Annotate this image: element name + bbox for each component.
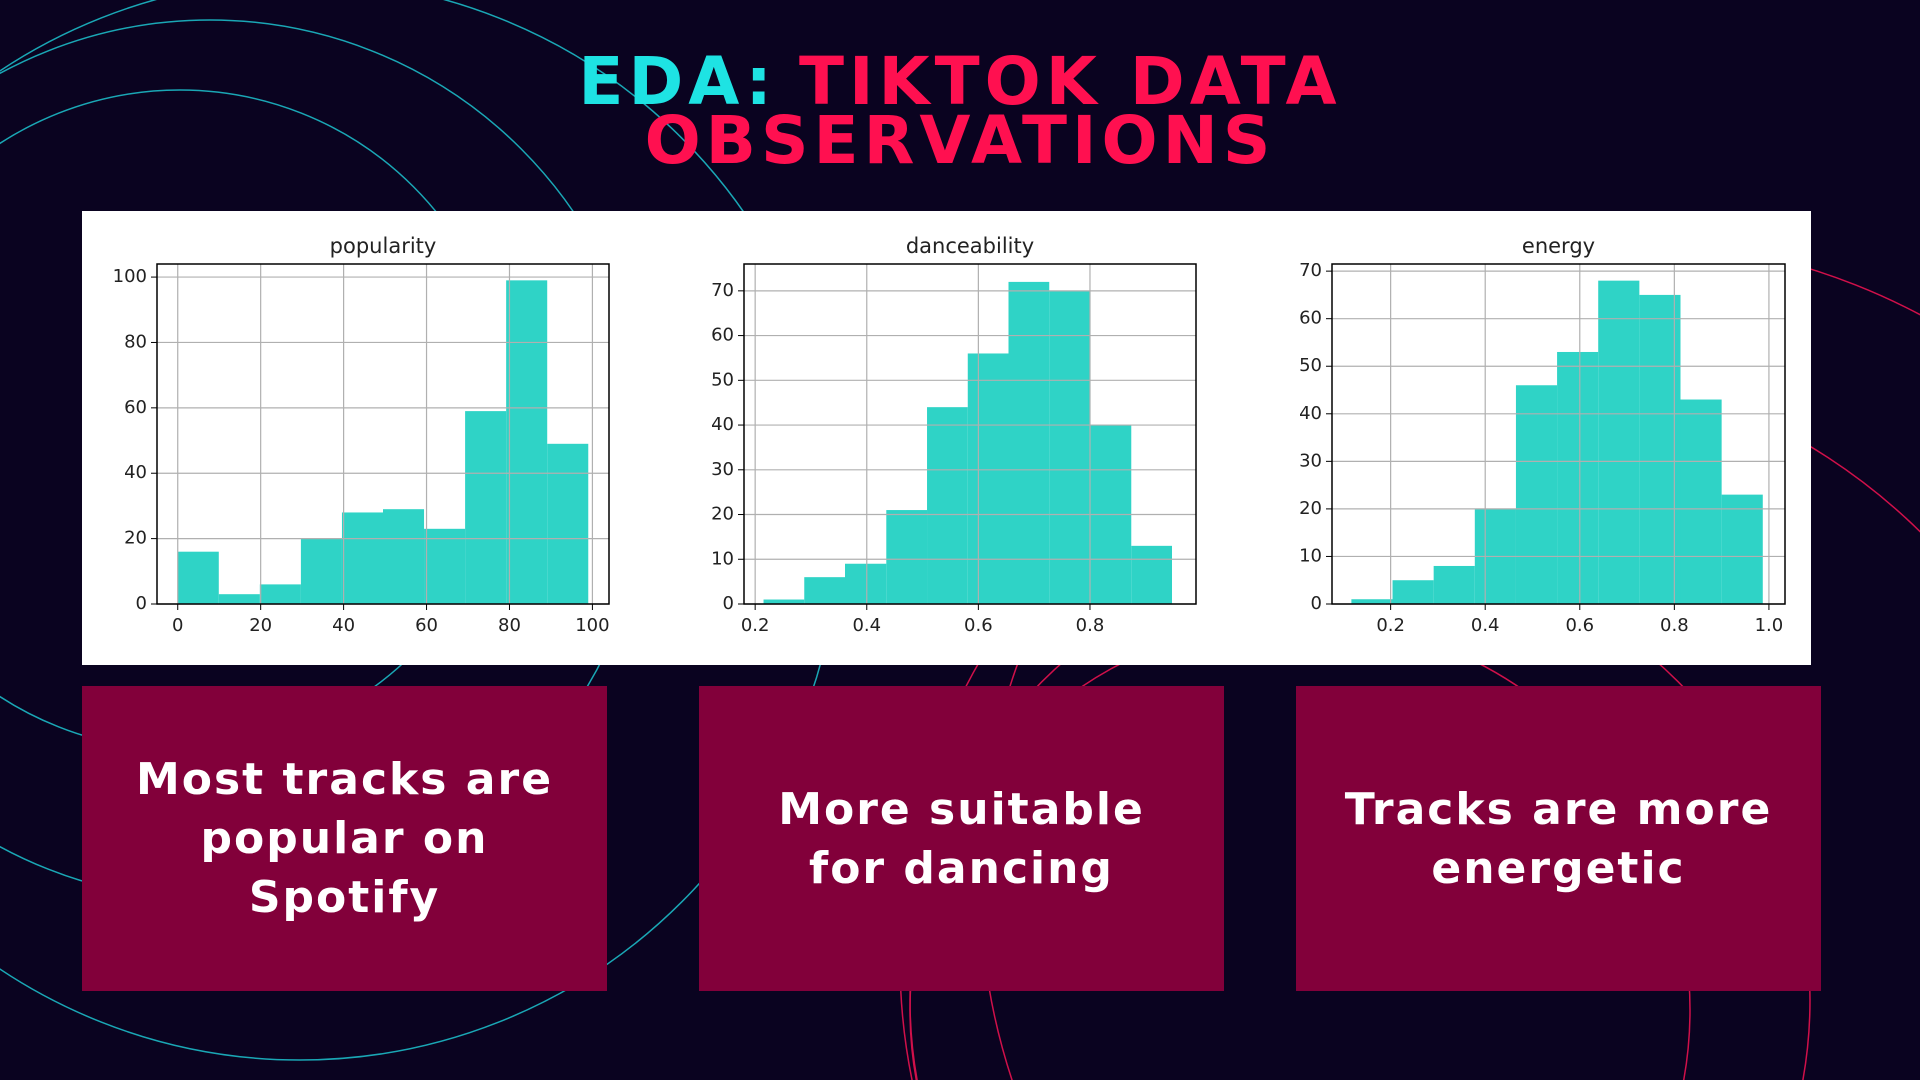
x-tick-label: 60 xyxy=(415,615,438,636)
y-tick-label: 70 xyxy=(711,280,734,301)
y-tick-label: 20 xyxy=(711,504,734,525)
axes-frame xyxy=(1331,263,1786,605)
y-tick-label: 100 xyxy=(113,266,147,287)
chart-title: popularity xyxy=(330,234,437,258)
x-tick-label: 0.4 xyxy=(1471,615,1500,636)
bar xyxy=(1351,599,1393,604)
bar xyxy=(886,510,928,604)
bar xyxy=(218,594,260,604)
bar xyxy=(300,538,342,604)
x-tick-label: 0.8 xyxy=(1076,615,1105,636)
caption: Most tracks are popular on Spotify xyxy=(82,686,607,991)
x-tick-label: 0.4 xyxy=(852,615,881,636)
y-tick-label: 40 xyxy=(124,462,147,483)
y-tick-label: 0 xyxy=(136,593,147,614)
y-tick-label: 0 xyxy=(723,593,734,614)
y-tick-label: 40 xyxy=(711,414,734,435)
bar xyxy=(1131,545,1173,604)
x-tick-label: 1.0 xyxy=(1755,615,1784,636)
caption: Tracks are more energetic xyxy=(1296,686,1821,991)
bar xyxy=(424,528,466,604)
x-tick-label: 0.6 xyxy=(964,615,993,636)
bar xyxy=(804,577,846,604)
bar xyxy=(1433,565,1475,604)
bar xyxy=(927,407,968,604)
y-tick-label: 30 xyxy=(1299,450,1322,471)
bar xyxy=(1008,281,1050,604)
x-tick-label: 40 xyxy=(332,615,355,636)
bar xyxy=(341,512,383,604)
y-tick-label: 60 xyxy=(124,397,147,418)
bar xyxy=(763,599,805,604)
axes-frame xyxy=(156,263,610,605)
title-part: EDA: xyxy=(578,43,777,120)
bar xyxy=(1680,399,1722,604)
x-tick-label: 0.6 xyxy=(1565,615,1594,636)
y-tick-label: 10 xyxy=(1299,545,1322,566)
y-tick-label: 50 xyxy=(711,369,734,390)
x-tick-label: 0 xyxy=(172,615,183,636)
bar xyxy=(465,411,507,604)
y-tick-label: 70 xyxy=(1299,260,1322,281)
x-tick-label: 20 xyxy=(249,615,272,636)
x-tick-label: 100 xyxy=(575,615,609,636)
bar xyxy=(1639,294,1681,604)
y-tick-label: 50 xyxy=(1299,355,1322,376)
x-tick-label: 0.2 xyxy=(1376,615,1405,636)
bar xyxy=(506,280,548,604)
y-tick-label: 60 xyxy=(711,325,734,346)
bar xyxy=(967,353,1009,604)
y-tick-label: 20 xyxy=(124,528,147,549)
x-tick-label: 0.2 xyxy=(741,615,770,636)
slide-title: EDA: TIKTOK DATA xyxy=(578,43,1341,120)
axes-frame xyxy=(743,263,1197,605)
y-tick-label: 80 xyxy=(124,331,147,352)
bar xyxy=(845,563,887,604)
bar xyxy=(383,509,425,604)
title-part: TIKTOK DATA xyxy=(799,43,1342,120)
bar xyxy=(1515,385,1558,604)
slide-title: OBSERVATIONS xyxy=(645,102,1276,179)
bar xyxy=(1721,494,1763,604)
bar xyxy=(1392,580,1434,604)
bar xyxy=(547,443,589,604)
y-tick-label: 30 xyxy=(711,459,734,480)
bar xyxy=(259,584,301,604)
x-tick-label: 80 xyxy=(498,615,521,636)
y-tick-label: 20 xyxy=(1299,498,1322,519)
y-tick-label: 60 xyxy=(1299,308,1322,329)
x-tick-label: 0.8 xyxy=(1660,615,1689,636)
bar xyxy=(1049,290,1091,604)
bar xyxy=(177,551,219,604)
caption: More suitable for dancing xyxy=(699,686,1224,991)
chart-title: danceability xyxy=(906,234,1034,258)
chart-title: energy xyxy=(1522,234,1595,258)
y-tick-label: 10 xyxy=(711,548,734,569)
y-tick-label: 0 xyxy=(1311,593,1322,614)
y-tick-label: 40 xyxy=(1299,403,1322,424)
bar xyxy=(1598,280,1640,604)
bar xyxy=(1557,351,1599,604)
